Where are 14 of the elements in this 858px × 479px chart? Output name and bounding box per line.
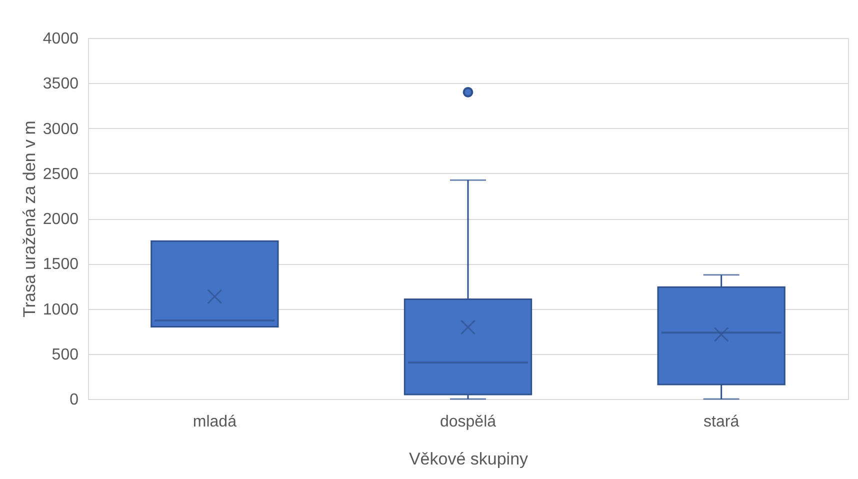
y-tick-label: 1000 — [42, 301, 79, 318]
y-tick-label: 3500 — [42, 76, 79, 93]
x-axis-title: Věkové skupiny — [408, 450, 529, 468]
x-tick-label: mladá — [192, 414, 237, 430]
y-tick-label: 2000 — [42, 211, 79, 228]
y-axis-title: Trasa uražená za den v m — [20, 120, 39, 318]
y-tick-label: 3000 — [42, 120, 79, 138]
x-tick-label: dospělá — [440, 414, 496, 430]
y-tick-label: 1500 — [42, 256, 79, 274]
x-tick-label: stará — [704, 414, 740, 430]
y-tick-label: 500 — [52, 346, 79, 364]
y-tick-label: 2500 — [42, 166, 79, 183]
y-tick-label: 4000 — [42, 30, 79, 48]
y-tick-label: 0 — [70, 392, 79, 408]
